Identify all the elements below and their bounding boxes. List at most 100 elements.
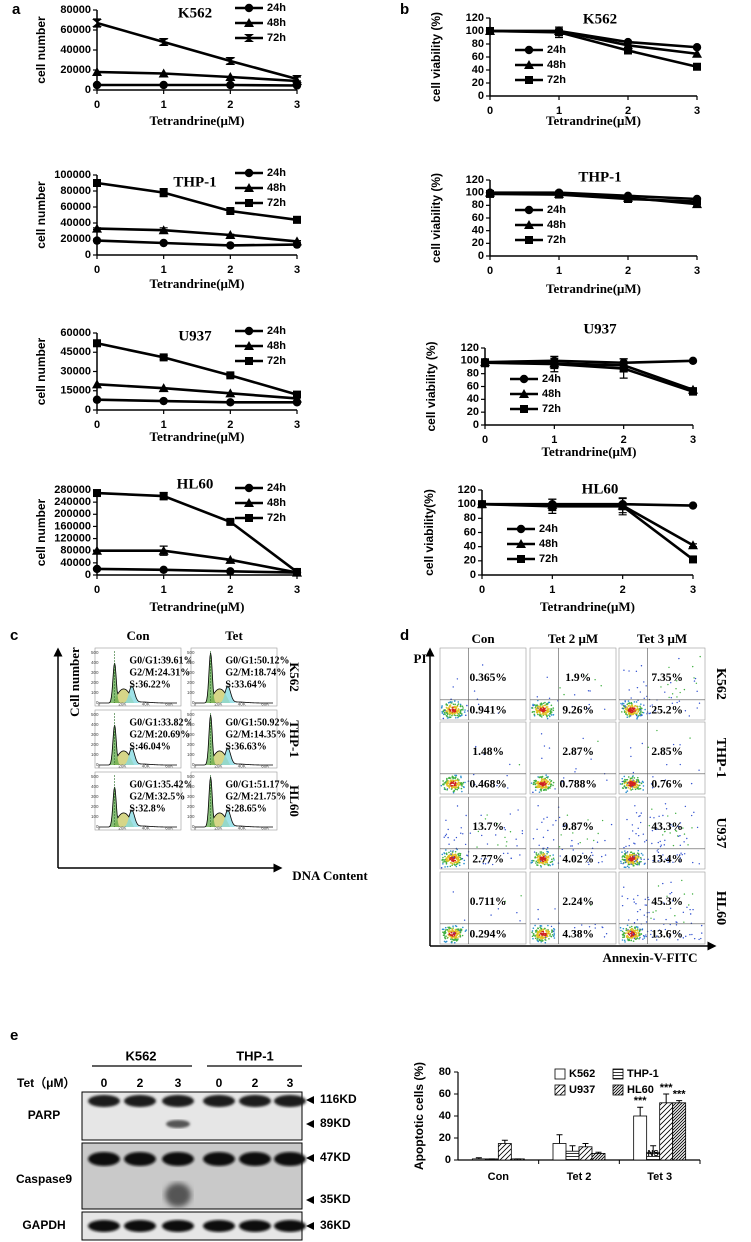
y-tick-label: 400	[91, 722, 99, 727]
dot	[457, 703, 460, 705]
dot	[486, 843, 489, 845]
dot	[633, 856, 635, 858]
dot	[629, 777, 632, 780]
dot	[660, 860, 663, 862]
chart-title: THP-1	[578, 169, 621, 185]
dot	[454, 787, 456, 789]
dot	[666, 895, 668, 897]
x-axis-title: Tetrandrine(μM)	[546, 113, 641, 128]
y-tick-label: 0	[96, 700, 99, 705]
y-tick-label: 0	[85, 249, 91, 261]
y-tick-label: 60	[439, 1088, 451, 1100]
dot	[552, 784, 554, 787]
y-tick-label: 100	[91, 752, 99, 757]
dot	[537, 858, 539, 861]
dot	[691, 933, 693, 936]
dot	[535, 860, 538, 863]
dot	[675, 924, 678, 926]
y-tick-label: 0	[192, 700, 195, 705]
dot	[622, 702, 625, 705]
dot	[552, 824, 554, 826]
dot	[654, 710, 656, 712]
legend-label: 72h	[547, 234, 566, 246]
marker	[692, 43, 702, 52]
histogram-g2m	[122, 748, 142, 765]
dot	[450, 853, 452, 856]
error-bar	[582, 1143, 589, 1147]
y-tick-label: 30000	[60, 365, 91, 377]
dot	[484, 818, 487, 820]
y-tick-label: 500	[187, 774, 195, 779]
marker	[93, 489, 101, 498]
significance-label: ***	[660, 1082, 674, 1094]
dot	[633, 858, 635, 860]
dot	[638, 854, 640, 856]
dot	[539, 939, 542, 942]
dot	[552, 857, 555, 860]
dot	[519, 920, 521, 922]
y-tick-label: 60	[467, 380, 479, 392]
dot	[521, 832, 524, 835]
dot	[630, 755, 632, 758]
dot	[671, 702, 674, 704]
marker	[244, 168, 254, 178]
dot	[454, 712, 456, 715]
dot	[629, 782, 632, 785]
dot	[532, 934, 535, 937]
dot	[681, 853, 683, 856]
legend-swatch	[554, 1068, 566, 1080]
dot	[631, 782, 634, 785]
x-tick-label: 40K	[238, 826, 246, 831]
histogram-frame	[94, 771, 182, 831]
dot	[458, 779, 460, 781]
dot	[563, 777, 565, 779]
dot	[457, 784, 460, 786]
phase-stat: G0/G1:50.12%	[225, 655, 289, 666]
dot	[460, 775, 462, 778]
dot	[606, 779, 608, 781]
histogram-g2m	[218, 748, 238, 765]
dot	[634, 843, 636, 845]
dot	[457, 861, 459, 863]
dot	[543, 745, 546, 747]
dot	[628, 670, 630, 672]
y-tick-label: 80000	[60, 185, 91, 197]
dot	[639, 861, 641, 863]
dot	[455, 930, 457, 933]
dot	[532, 937, 534, 940]
dot	[689, 737, 691, 739]
dot	[454, 777, 456, 780]
y-tick-label: 0	[192, 762, 195, 767]
dot	[641, 711, 644, 714]
y-tick-label: 40000	[60, 44, 91, 56]
marker	[92, 80, 102, 90]
dot	[628, 863, 631, 866]
dot	[453, 783, 456, 785]
dot	[456, 788, 459, 791]
error-bar	[595, 1151, 602, 1154]
marker	[516, 539, 526, 548]
series-line	[96, 227, 298, 243]
dot	[628, 713, 630, 716]
histogram-outline	[99, 786, 177, 828]
dot	[457, 716, 459, 719]
dot	[629, 708, 632, 710]
dot	[625, 706, 627, 708]
phase-stat: S:36.22%	[129, 679, 170, 690]
dot	[445, 714, 448, 717]
dot	[624, 852, 627, 854]
dot	[550, 714, 553, 716]
marker	[517, 555, 525, 563]
dot	[460, 776, 462, 779]
dot	[456, 709, 458, 711]
dot	[541, 780, 544, 782]
dot	[452, 927, 454, 929]
dot	[460, 713, 463, 715]
protein-label: GAPDH	[22, 1218, 65, 1232]
dot	[590, 851, 593, 854]
dot	[536, 696, 539, 698]
dot	[640, 860, 642, 863]
dot	[446, 784, 448, 787]
dot	[460, 709, 462, 711]
dot	[544, 939, 547, 941]
